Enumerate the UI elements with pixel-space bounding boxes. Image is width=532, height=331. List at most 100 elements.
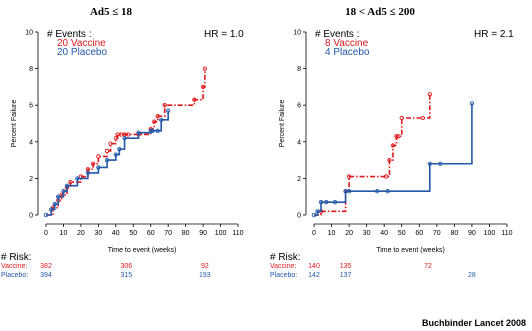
risk-placebo-count: 137 — [340, 272, 352, 279]
vaccine-event-marker — [125, 132, 131, 137]
x-tick-label: 40 — [380, 230, 388, 237]
x-tick-label: 40 — [112, 230, 120, 237]
x-tick-label: 100 — [484, 230, 496, 237]
x-tick-label: 60 — [415, 230, 423, 237]
risk-heading-left: # Risk: — [1, 252, 32, 263]
y-tick-label: 2 — [29, 176, 33, 183]
risk-placebo-count: 142 — [308, 272, 320, 279]
x-tick-label: 10 — [328, 230, 336, 237]
placebo-event-marker — [56, 194, 61, 199]
placebo-event-marker — [438, 161, 443, 166]
events-heading: # Events : — [47, 29, 91, 40]
risk-table-left: 382 394 306 315 92 193 — [40, 263, 211, 279]
panel-title: 18 < Ad5 ≤ 200 — [345, 6, 415, 18]
vaccine-event-marker — [200, 84, 206, 90]
x-tick-label: 20 — [77, 230, 85, 237]
placebo-event-marker — [113, 152, 118, 157]
events-heading: # Events : — [315, 29, 359, 40]
x-tick-label: 30 — [363, 230, 371, 237]
y-tick-label: 0 — [297, 213, 301, 220]
x-tick-label: 70 — [433, 230, 441, 237]
placebo-event-marker — [104, 157, 110, 163]
hazard-ratio: HR = 1.0 — [204, 29, 244, 40]
x-tick-label: 110 — [232, 230, 243, 237]
risk-vaccine-count: 135 — [340, 263, 352, 270]
x-tick-label: 30 — [94, 230, 102, 237]
vaccine-event-marker — [390, 143, 396, 148]
vaccine-event-marker — [155, 114, 160, 119]
risk-placebo-count: 28 — [468, 272, 476, 279]
vaccine-event-marker — [90, 161, 96, 166]
placebo-curve — [46, 110, 169, 216]
risk-vaccine-count: 72 — [424, 263, 432, 270]
y-axis-label: Percent Failure — [279, 100, 286, 148]
placebo-event-marker — [117, 146, 122, 152]
y-tick-label: 10 — [25, 30, 33, 37]
placebo-event-marker — [85, 170, 91, 176]
y-tick-label: 6 — [29, 103, 33, 110]
x-tick-label: 20 — [345, 230, 353, 237]
risk-placebo-count: 193 — [199, 272, 211, 279]
vaccine-event-marker — [162, 103, 167, 108]
x-tick-label: 100 — [215, 230, 227, 237]
placebo-event-marker — [61, 189, 66, 194]
x-tick-label: 50 — [398, 230, 406, 237]
risk-vaccine-count: 306 — [120, 263, 132, 270]
vaccine-event-marker — [396, 134, 401, 139]
vaccine-event-marker — [383, 174, 389, 179]
placebo-event-marker — [469, 101, 475, 106]
placebo-event-marker — [159, 117, 164, 122]
placebo-event-marker — [375, 189, 380, 194]
vaccine-event-marker — [113, 135, 118, 141]
events-placebo: 20 Placebo — [57, 47, 107, 58]
placebo-event-marker — [332, 200, 338, 205]
placebo-event-marker — [136, 130, 141, 135]
vaccine-event-marker — [394, 134, 399, 139]
vaccine-event-marker — [202, 66, 207, 71]
risk-table-right: 140 142 135 137 72 28 — [308, 263, 476, 279]
risk-label-vaccine: Vaccine: — [270, 263, 296, 270]
origin-marker — [43, 212, 49, 218]
y-tick-label: 8 — [297, 66, 301, 73]
placebo-event-marker — [75, 176, 80, 181]
x-tick-label: 110 — [501, 230, 512, 237]
placebo-curve — [314, 103, 473, 216]
risk-placebo-count: 315 — [120, 272, 132, 279]
placebo-event-marker — [49, 207, 54, 212]
placebo-event-marker — [385, 189, 390, 194]
events-placebo: 4 Placebo — [325, 47, 370, 58]
y-axis-label: Percent Failure — [11, 100, 18, 148]
x-tick-label: 0 — [312, 230, 316, 237]
y-tick-label: 0 — [29, 213, 33, 220]
placebo-event-marker — [346, 189, 352, 194]
placebo-event-marker — [315, 209, 320, 214]
vaccine-event-marker — [346, 174, 352, 179]
y-tick-label: 10 — [293, 30, 301, 37]
x-tick-label: 50 — [129, 230, 137, 237]
y-tick-label: 8 — [29, 66, 33, 73]
y-tick-label: 2 — [297, 176, 301, 183]
vaccine-event-marker — [192, 97, 197, 102]
vaccine-event-marker — [427, 92, 432, 97]
placebo-event-marker — [427, 161, 432, 166]
placebo-event-marker — [150, 128, 155, 133]
risk-placebo-count: 394 — [40, 272, 52, 279]
x-tick-label: 90 — [468, 230, 476, 237]
hazard-ratio: HR = 2.1 — [474, 29, 514, 40]
placebo-event-marker — [155, 128, 160, 133]
vaccine-curve — [314, 94, 431, 216]
events-vaccine: 8 Vaccine — [325, 38, 369, 49]
placebo-event-marker — [318, 200, 324, 205]
placebo-event-marker — [148, 128, 153, 133]
placebo-event-marker — [96, 165, 101, 170]
vaccine-event-marker — [68, 179, 73, 185]
risk-vaccine-count: 140 — [308, 263, 320, 270]
placebo-event-marker — [122, 135, 127, 141]
placebo-event-marker — [324, 200, 329, 205]
x-tick-label: 60 — [147, 230, 155, 237]
x-tick-label: 0 — [44, 230, 48, 237]
